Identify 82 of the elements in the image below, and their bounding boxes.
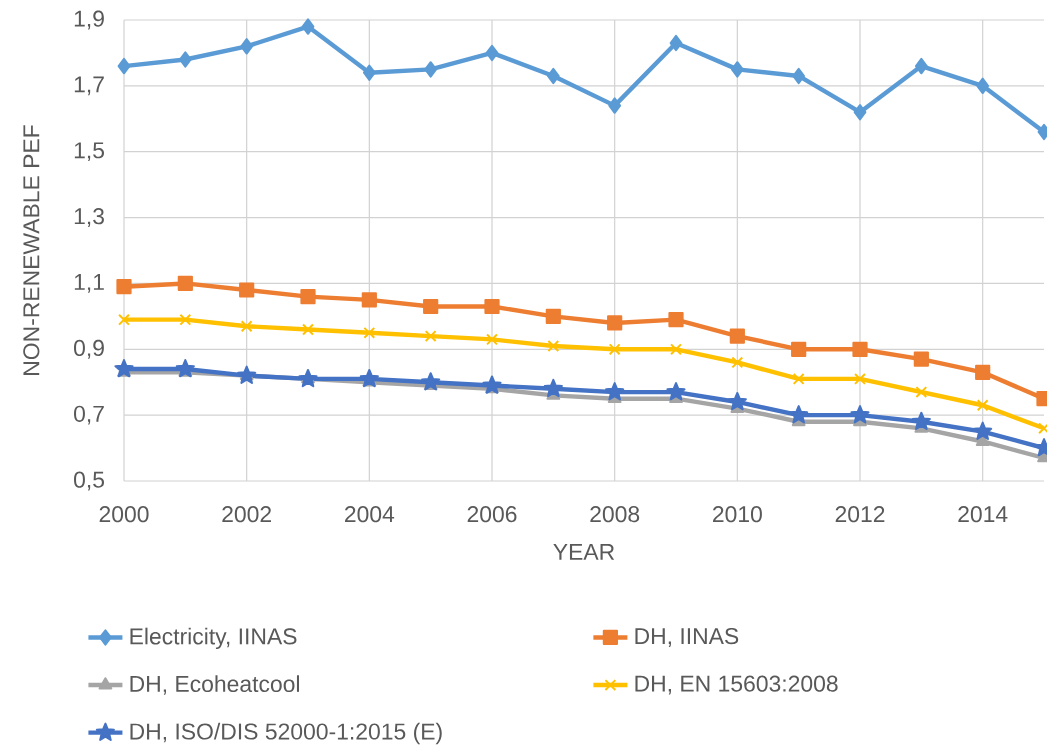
point xyxy=(484,298,500,315)
point xyxy=(424,61,438,78)
y-axis-title: NON-RENEWABLE PEF xyxy=(23,125,40,375)
point xyxy=(789,405,809,424)
point xyxy=(486,333,498,346)
point xyxy=(976,399,989,412)
x-tick-label: 2012 xyxy=(835,506,885,523)
point xyxy=(608,97,622,114)
point xyxy=(114,359,134,378)
x-axis-title: YEAR xyxy=(553,543,615,560)
point xyxy=(853,104,867,121)
point xyxy=(670,343,682,356)
point xyxy=(727,391,747,411)
legend-label: DH, ISO/DIS 52000-1:2015 (E) xyxy=(130,722,442,745)
point xyxy=(547,340,560,352)
point xyxy=(850,405,870,424)
x-tick-label: 2004 xyxy=(345,506,395,523)
y-tick-label: 0,9 xyxy=(74,339,104,359)
point xyxy=(914,57,928,75)
y-tick-label: 0,7 xyxy=(74,405,104,425)
point xyxy=(423,298,439,315)
x-tick-label: 2014 xyxy=(958,506,1008,523)
point xyxy=(302,323,314,336)
point xyxy=(852,341,868,357)
point xyxy=(976,77,990,95)
point xyxy=(482,375,502,394)
point xyxy=(792,372,805,385)
point xyxy=(607,315,623,331)
point xyxy=(669,34,683,52)
y-tick-label: 1,1 xyxy=(74,274,104,293)
point xyxy=(117,57,131,75)
point xyxy=(177,275,193,292)
point xyxy=(666,382,686,401)
point xyxy=(240,320,253,333)
y-tick-label: 1,9 xyxy=(74,10,104,30)
legend-label: Electricity, IINAS xyxy=(130,627,297,650)
point xyxy=(359,368,379,388)
point xyxy=(116,279,132,295)
point xyxy=(301,18,315,35)
x-tick-label: 2008 xyxy=(590,506,640,523)
point xyxy=(485,44,499,62)
point xyxy=(913,351,929,367)
legend-label: DH, Ecoheatcool xyxy=(130,675,299,695)
point xyxy=(361,292,377,308)
point xyxy=(791,341,807,357)
point xyxy=(421,372,441,391)
point xyxy=(179,313,192,326)
point xyxy=(240,38,254,55)
point xyxy=(792,67,806,85)
point xyxy=(973,421,993,440)
point xyxy=(911,411,931,431)
y-tick-label: 1,5 xyxy=(74,142,104,162)
point xyxy=(668,312,684,328)
point xyxy=(362,64,376,81)
x-tick-label: 2000 xyxy=(99,506,149,523)
point xyxy=(545,308,561,324)
point xyxy=(543,378,563,398)
point xyxy=(546,67,560,85)
x-tick-label: 2002 xyxy=(222,506,271,523)
y-tick-label: 1,7 xyxy=(74,76,104,96)
point xyxy=(175,359,195,378)
point xyxy=(731,356,744,369)
y-tick-label: 0,5 xyxy=(74,471,104,491)
point xyxy=(729,328,745,344)
point xyxy=(118,313,130,326)
point xyxy=(915,386,928,399)
point xyxy=(424,330,437,343)
point xyxy=(854,372,866,385)
legend-label: DH, EN 15603:2008 xyxy=(635,675,838,695)
y-tick-label: 1,3 xyxy=(74,208,104,228)
point xyxy=(239,282,255,298)
point xyxy=(608,343,621,356)
x-tick-label: 2006 xyxy=(467,506,517,523)
point xyxy=(363,326,376,339)
legend-label: DH, IINAS xyxy=(635,627,739,647)
point xyxy=(605,382,625,401)
point xyxy=(298,368,318,388)
point xyxy=(178,51,192,68)
x-tick-label: 2010 xyxy=(713,506,762,523)
point xyxy=(975,364,991,380)
point xyxy=(300,289,316,305)
point xyxy=(730,61,744,78)
